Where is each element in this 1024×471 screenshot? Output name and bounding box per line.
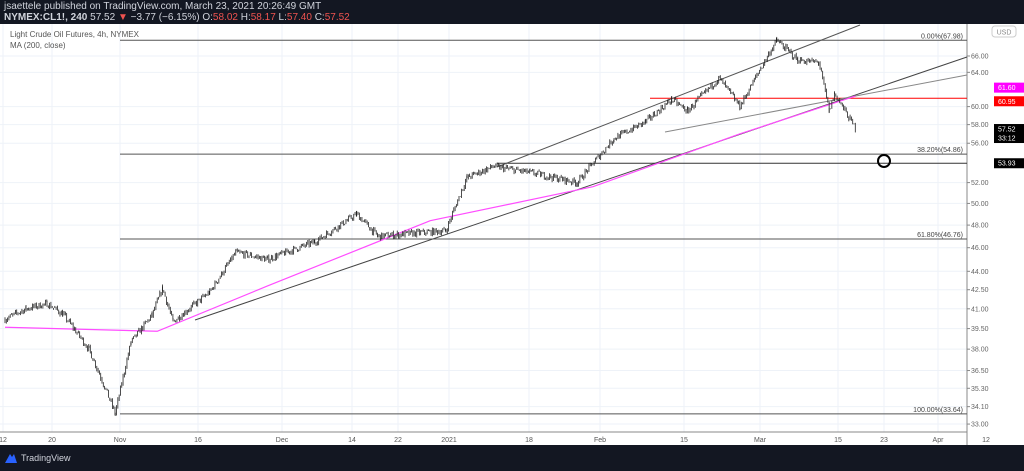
currency-badge [991,25,1017,38]
price-tick-label: 36.50 [971,368,989,375]
down-arrow-icon: ▼ [117,12,128,23]
countdown-label: 33:12 [998,136,1016,143]
resistance-price-label: 60.95 [998,99,1016,106]
change: −3.77 (−6.15%) [130,12,200,23]
open-value: 58.02 [212,12,238,23]
time-tick-label: 15 [834,437,842,444]
price-tick-label: 35.30 [971,386,989,393]
last-price-label-bg [994,124,1024,144]
price-tick-label: 48.00 [971,223,989,230]
price-tick-label: 60.00 [971,104,989,111]
trendline [496,24,861,168]
price-tick-label: 38.00 [971,347,989,354]
high-value: 58.17 [250,12,276,23]
symbol-line: NYMEX:CL1!, 240 57.52 ▼ −3.77 (−6.15%) O… [4,12,350,23]
last-price-label: 57.52 [998,127,1016,134]
ma-200-line [4,95,856,332]
time-tick-label: 18 [525,437,533,444]
high-label: H: [240,12,251,23]
time-tick-label: Apr [933,437,945,444]
price-tick-label: 44.00 [971,269,989,276]
price-tick-label: 39.50 [971,326,989,333]
price-tick-label: 64.00 [971,70,989,77]
low-value: 57.40 [286,12,312,23]
footer: TradingView [4,452,71,464]
currency-label: USD [997,30,1012,37]
price-tick-label: 56.00 [971,141,989,148]
chart-header: jsaettele published on TradingView.com, … [4,1,350,23]
time-tick-label: 22 [394,437,402,444]
time-tick-label: Mar [754,437,767,444]
legend-title: Light Crude Oil Futures, 4h, NYMEX [10,30,139,39]
fib-level-label: 100.00%(33.64) [913,407,963,414]
time-axis [0,432,1024,445]
last-price: 57.52 [90,12,116,23]
chart-legend: Light Crude Oil Futures, 4h, NYMEX MA (2… [10,29,139,51]
trendline [664,74,968,133]
resistance-price-label-bg [994,96,1024,107]
price-tick-label: 33.00 [971,422,989,429]
price-tick-label: 42.50 [971,287,989,294]
fib-level-label: 61.80%(46.76) [917,232,963,239]
close-value: 57.52 [324,12,350,23]
price-tick-label: 58.00 [971,122,989,129]
price-tick-label: 50.00 [971,201,989,208]
time-tick-label: 23 [880,437,888,444]
footer-brand: TradingView [21,453,71,463]
ma-price-label-bg [994,82,1024,93]
time-tick-label: 2021 [441,437,457,444]
time-tick-label: 12 [0,437,7,444]
price-tick-label: 34.10 [971,404,989,411]
support-price-label: 53.93 [998,161,1016,168]
price-tick-label: 66.00 [971,54,989,61]
price-tick-label: 46.00 [971,245,989,252]
fib-level-label: 0.00%(67.98) [921,33,963,40]
chart-area[interactable]: 12 20 Nov 16 Dec 14 22 2021 18 Feb 15 Mar 15 23 Apr 12 6… [0,24,1024,445]
tradingview-logo-icon [5,454,17,463]
low-label: L: [278,12,287,23]
time-tick-label: 14 [348,437,356,444]
symbol[interactable]: NYMEX:CL1!, 240 [4,12,88,23]
time-tick-label: Nov [114,437,127,444]
ma-price-label: 61.60 [998,85,1016,92]
price-chart[interactable]: 12 20 Nov 16 Dec 14 22 2021 18 Feb 15 Mar 15 23 Apr 12 6… [0,24,1024,445]
time-tick-label: Feb [594,437,606,444]
target-circle [877,154,891,168]
time-tick-label: 12 [982,437,990,444]
price-tick-label: 41.00 [971,306,989,313]
fib-level-label: 38.20%(54.86) [917,147,963,154]
support-price-label-bg [994,158,1024,169]
time-tick-label: Dec [276,437,289,444]
publish-line: jsaettele published on TradingView.com, … [4,1,322,12]
legend-indicator[interactable]: MA (200, close) [10,41,66,50]
time-tick-label: 16 [194,437,202,444]
time-tick-label: 15 [680,437,688,444]
trendline [194,56,968,321]
price-tick-label: 52.00 [971,180,989,187]
time-tick-label: 20 [48,437,56,444]
open-label: O: [202,12,213,23]
close-label: C: [314,12,325,23]
